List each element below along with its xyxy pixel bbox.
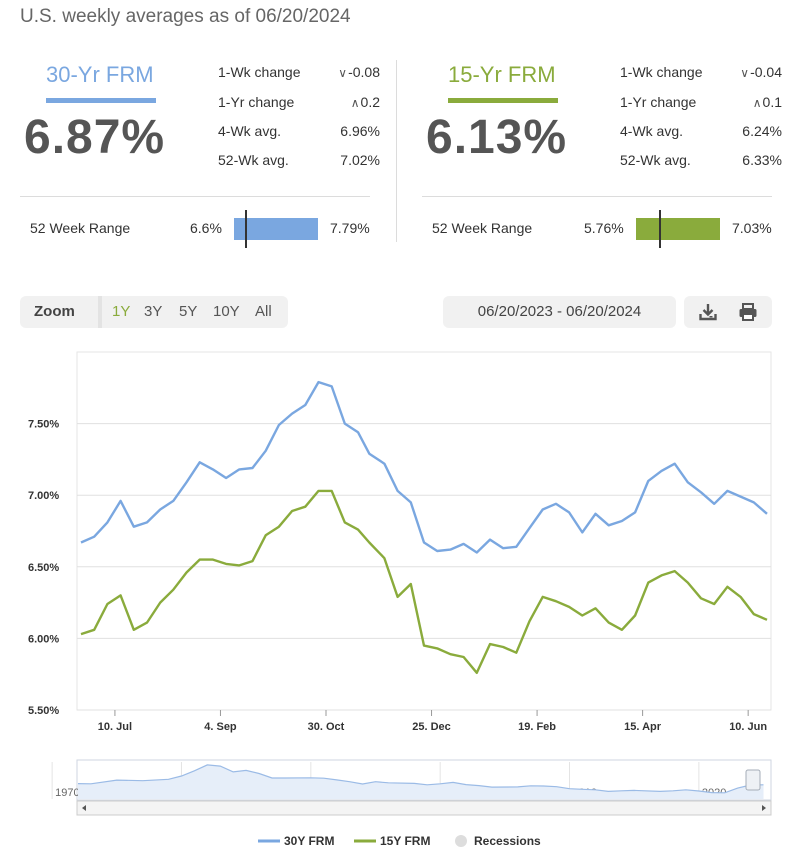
- range-divider: [20, 196, 370, 197]
- y-tick-label: 7.00%: [28, 490, 59, 502]
- product-underline: [46, 98, 156, 103]
- stat-value-4wk: 6.96%: [340, 123, 380, 139]
- scroll-right-icon[interactable]: [762, 805, 766, 811]
- range-max: 7.79%: [330, 220, 370, 236]
- stat-label-1yr: 1-Yr change: [620, 94, 697, 110]
- stat-label-4wk: 4-Wk avg.: [620, 123, 684, 139]
- date-range-picker[interactable]: 06/20/2023 - 06/20/2024: [443, 296, 676, 328]
- stat-label-1yr: 1-Yr change: [218, 94, 295, 110]
- zoom-separator: [98, 296, 102, 328]
- panel-15yr: 15-Yr FRM 6.13% 1-Wk change ∨-0.04 1-Yr …: [422, 58, 782, 248]
- x-tick-label: 4. Sep: [204, 721, 237, 733]
- stat-value-1yr: ∧0.1: [752, 94, 782, 110]
- legend-label-15y[interactable]: 15Y FRM: [380, 834, 430, 848]
- chevron-up-icon: ∧: [350, 96, 360, 110]
- stat-label-4wk: 4-Wk avg.: [218, 123, 282, 139]
- zoom-1y-button[interactable]: 1Y: [112, 303, 131, 320]
- range-label: 52 Week Range: [432, 220, 533, 236]
- y-tick-label: 6.00%: [28, 633, 59, 645]
- stat-value-52wk: 7.02%: [340, 152, 380, 168]
- stat-value-1wk: ∨-0.08: [338, 64, 380, 80]
- panel-30yr: 30-Yr FRM 6.87% 1-Wk change ∨-0.08 1-Yr …: [20, 58, 380, 248]
- product-name: 30-Yr FRM: [46, 62, 154, 87]
- x-axis-ticks: 10. Jul 4. Sep 30. Oct 25. Dec 19. Feb 15. Ap…: [98, 710, 767, 733]
- legend: 30Y FRM 15Y FRM Recessions: [258, 834, 541, 848]
- navigator-handle[interactable]: [745, 769, 761, 791]
- y-tick-label: 7.50%: [28, 419, 59, 431]
- print-icon[interactable]: [738, 302, 758, 322]
- x-tick-label: 19. Feb: [518, 721, 556, 733]
- x-tick-label: 10. Jun: [729, 721, 767, 733]
- chevron-up-icon: ∧: [752, 96, 762, 110]
- scroll-left-icon[interactable]: [82, 805, 86, 811]
- stat-value-1yr: ∧0.2: [350, 94, 380, 110]
- navigator-tick-label: 1970: [55, 787, 79, 799]
- range-bar: [636, 218, 720, 240]
- headline: U.S. weekly averages as of 06/20/2024: [20, 6, 351, 27]
- plot-area: [76, 351, 772, 711]
- x-tick-label: 25. Dec: [412, 721, 451, 733]
- stat-value-52wk: 6.33%: [742, 152, 782, 168]
- range-min: 6.6%: [190, 220, 222, 236]
- series-line-30y: [80, 380, 768, 554]
- stat-label-1wk: 1-Wk change: [620, 64, 703, 80]
- current-rate: 6.87%: [24, 111, 166, 164]
- stat-value-1wk: ∨-0.04: [740, 64, 782, 80]
- zoom-control: Zoom 1Y 3Y 5Y 10Y All: [20, 296, 288, 328]
- stat-label-1wk: 1-Wk change: [218, 64, 301, 80]
- product-name: 15-Yr FRM: [448, 62, 556, 87]
- chevron-down-icon: ∨: [740, 66, 750, 80]
- chevron-down-icon: ∨: [338, 66, 348, 80]
- product-underline: [448, 98, 558, 103]
- navigator-area: [78, 764, 764, 799]
- range-label: 52 Week Range: [30, 220, 131, 236]
- zoom-10y-button[interactable]: 10Y: [213, 303, 240, 320]
- zoom-label: Zoom: [34, 303, 75, 320]
- y-tick-label: 5.50%: [28, 705, 59, 717]
- stat-value-4wk: 6.24%: [742, 123, 782, 139]
- legend-swatch-recessions: [455, 835, 467, 847]
- zoom-all-button[interactable]: All: [255, 303, 272, 320]
- legend-label-30y[interactable]: 30Y FRM: [284, 834, 334, 848]
- panel-divider: [396, 60, 397, 242]
- range-max: 7.03%: [732, 220, 772, 236]
- series-line-15y: [80, 489, 768, 674]
- stat-label-52wk: 52-Wk avg.: [218, 152, 289, 168]
- y-tick-label: 6.50%: [28, 562, 59, 574]
- zoom-3y-button[interactable]: 3Y: [144, 303, 163, 320]
- current-rate: 6.13%: [426, 111, 568, 164]
- range-bar: [234, 218, 318, 240]
- x-tick-label: 30. Oct: [308, 721, 345, 733]
- range-marker: [659, 210, 662, 248]
- range-marker: [244, 210, 247, 248]
- range-divider: [422, 196, 772, 197]
- x-tick-label: 10. Jul: [98, 721, 132, 733]
- zoom-5y-button[interactable]: 5Y: [179, 303, 198, 320]
- y-axis-ticks: 5.50% 6.00% 6.50% 7.00% 7.50%: [28, 419, 59, 717]
- range-min: 5.76%: [584, 220, 624, 236]
- legend-label-recessions[interactable]: Recessions: [474, 834, 541, 848]
- navigator-line: [77, 764, 764, 794]
- y-gridlines: [76, 351, 772, 711]
- chart-actions: [684, 296, 772, 328]
- x-tick-label: 15. Apr: [624, 721, 662, 733]
- stat-label-52wk: 52-Wk avg.: [620, 152, 691, 168]
- navigator-scrollbar[interactable]: [76, 800, 772, 816]
- download-icon[interactable]: [698, 302, 718, 322]
